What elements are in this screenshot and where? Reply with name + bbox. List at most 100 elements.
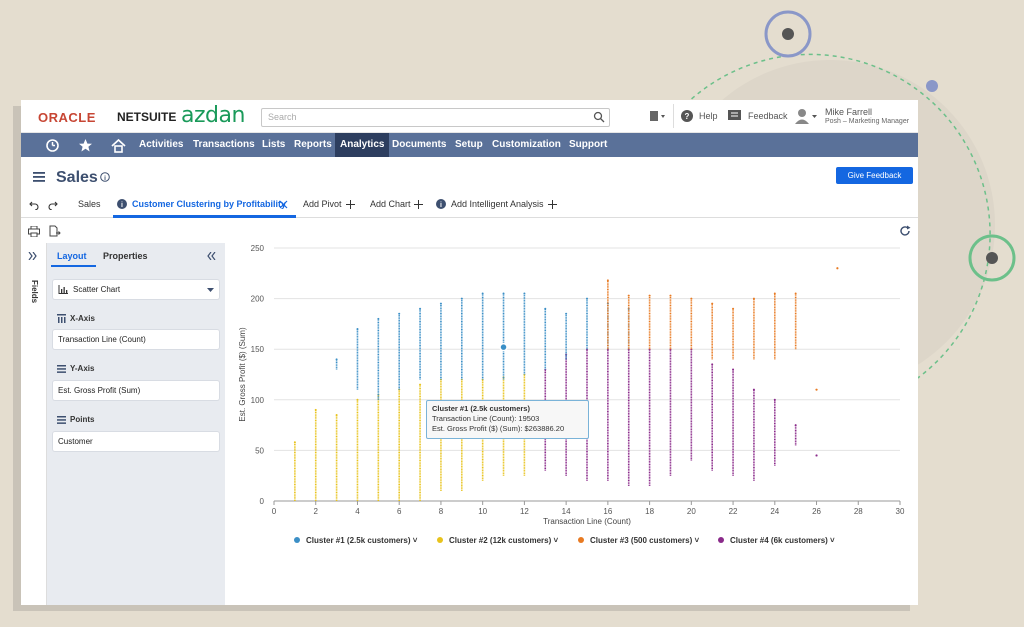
add-pivot-plus-icon[interactable]	[346, 200, 355, 209]
points-label: Points	[70, 415, 95, 424]
give-feedback-button[interactable]: Give Feedback	[836, 167, 913, 184]
create-new-icon[interactable]	[649, 110, 667, 122]
favorites-star-icon[interactable]	[78, 138, 93, 153]
nav-activities[interactable]: Activities	[139, 139, 184, 150]
expand-fields-icon[interactable]	[28, 252, 38, 260]
legend-cluster-2[interactable]: Cluster #2 (12k customers) ˅	[437, 536, 558, 545]
active-tab-underline	[113, 215, 296, 218]
data-point	[815, 454, 818, 457]
y-axis-field[interactable]: Est. Gross Profit (Sum)	[53, 381, 219, 400]
y-tick-label: 200	[251, 295, 265, 304]
print-icon[interactable]	[28, 226, 40, 237]
x-axis-field[interactable]: Transaction Line (Count)	[53, 330, 219, 349]
user-avatar-icon[interactable]	[794, 108, 820, 124]
y-axis-label: Y-Axis	[70, 364, 95, 373]
data-point	[732, 307, 735, 310]
collapse-panel-icon[interactable]	[207, 252, 217, 260]
page-title: Sales	[56, 169, 98, 186]
add-chart-tab[interactable]: Add Chart	[370, 199, 411, 209]
legend-label: Cluster #1 (2.5k customers)	[306, 536, 411, 545]
data-point	[669, 294, 672, 297]
chart-type-select[interactable]: Scatter Chart	[53, 280, 219, 299]
legend-dot	[437, 537, 443, 543]
nav-analytics[interactable]: Analytics	[335, 133, 390, 157]
data-point	[544, 307, 547, 310]
undo-icon[interactable]	[29, 200, 39, 210]
nav-transactions[interactable]: Transactions	[193, 139, 255, 150]
x-tick-label: 16	[603, 507, 612, 516]
legend-cluster-1[interactable]: Cluster #1 (2.5k customers) ˅	[294, 536, 417, 545]
data-point	[794, 424, 797, 427]
svg-text:i: i	[104, 175, 106, 182]
svg-text:i: i	[121, 202, 123, 209]
nav-documents[interactable]: Documents	[392, 139, 447, 150]
legend-dot	[294, 537, 300, 543]
app-window: ORACLE NETSUITE azdan Search ? Help Feed…	[21, 100, 918, 605]
x-tick-label: 6	[397, 507, 402, 516]
y-tick-label: 100	[251, 396, 265, 405]
help-link[interactable]: Help	[699, 111, 718, 121]
partner-logo: azdan	[181, 103, 245, 128]
legend-cluster-4[interactable]: Cluster #4 (6k customers) ˅	[718, 536, 835, 545]
fields-label[interactable]: Fields	[30, 280, 39, 304]
tooltip-title: Cluster #1 (2.5k customers)	[432, 404, 530, 413]
search-placeholder: Search	[268, 112, 297, 122]
data-point	[752, 388, 755, 391]
search-input[interactable]: Search	[261, 108, 610, 127]
nav-support[interactable]: Support	[569, 139, 608, 150]
data-point	[335, 413, 338, 416]
export-icon[interactable]	[49, 225, 61, 237]
workbook-tabs: Sales i Customer Clustering by Profitabi…	[21, 196, 918, 218]
data-point	[794, 292, 797, 295]
tab-sales[interactable]: Sales	[78, 199, 101, 209]
tooltip-y-value: Est. Gross Profit ($) (Sum): $263886.20	[432, 424, 565, 433]
tooltip-x-value: Transaction Line (Count): 19503	[432, 414, 540, 423]
nav-reports[interactable]: Reports	[294, 139, 332, 150]
divider	[673, 104, 674, 128]
add-chart-plus-icon[interactable]	[414, 200, 423, 209]
y-tick-label: 150	[251, 345, 265, 354]
data-point	[586, 297, 588, 300]
data-point	[732, 368, 735, 371]
nav-setup[interactable]: Setup	[455, 139, 483, 150]
nav-lists[interactable]: Lists	[262, 139, 286, 150]
tab-customer-clustering[interactable]: Customer Clustering by Profitability	[132, 199, 287, 209]
info-icon[interactable]: i	[100, 172, 110, 182]
data-point	[356, 327, 359, 330]
help-icon[interactable]: ?	[681, 110, 693, 122]
add-intelligent-analysis-tab[interactable]: Add Intelligent Analysis	[451, 199, 544, 209]
points-field[interactable]: Customer	[53, 432, 219, 451]
add-pivot-tab[interactable]: Add Pivot	[303, 199, 342, 209]
data-point	[356, 398, 359, 401]
refresh-icon[interactable]	[899, 225, 911, 237]
legend-label: Cluster #4 (6k customers)	[730, 536, 828, 545]
x-tick-label: 22	[729, 507, 738, 516]
data-point	[377, 317, 380, 320]
redo-icon[interactable]	[48, 200, 58, 210]
y-tick-label: 250	[251, 244, 265, 253]
user-name[interactable]: Mike Farrell	[825, 107, 873, 117]
y-axis-icon	[57, 365, 66, 373]
top-bar: ORACLE NETSUITE azdan Search ? Help Feed…	[21, 100, 918, 133]
hamburger-menu-icon[interactable]	[33, 172, 45, 182]
recent-history-icon[interactable]	[45, 138, 60, 153]
close-tab-icon[interactable]	[279, 200, 288, 209]
tab-layout[interactable]: Layout	[57, 251, 87, 261]
legend-cluster-3[interactable]: Cluster #3 (500 customers) ˅	[578, 536, 699, 545]
search-icon[interactable]	[593, 111, 605, 123]
home-icon[interactable]	[111, 138, 126, 153]
highlighted-point	[499, 342, 508, 352]
nav-customization[interactable]: Customization	[492, 139, 561, 150]
layout-tab-underline	[51, 265, 96, 267]
x-tick-label: 8	[439, 507, 444, 516]
y-tick-label: 0	[260, 497, 265, 506]
tab-properties[interactable]: Properties	[103, 251, 148, 261]
data-point	[711, 363, 714, 366]
add-analysis-plus-icon[interactable]	[548, 200, 557, 209]
chart-type-value: Scatter Chart	[73, 285, 121, 294]
scatter-chart-icon	[58, 285, 68, 294]
feedback-link[interactable]: Feedback	[748, 111, 788, 121]
x-tick-label: 0	[272, 507, 277, 516]
feedback-icon[interactable]	[728, 110, 741, 122]
